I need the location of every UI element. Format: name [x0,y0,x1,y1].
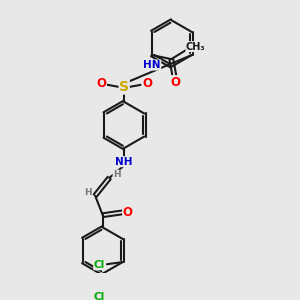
Text: H: H [113,170,121,179]
Text: O: O [142,77,152,91]
Text: H: H [85,188,92,197]
Text: O: O [96,77,106,91]
Text: NH: NH [116,157,133,167]
Text: S: S [119,80,129,94]
Text: O: O [123,206,133,219]
Text: HN: HN [143,60,161,70]
Text: CH₃: CH₃ [186,42,206,52]
Text: Cl: Cl [94,260,105,270]
Text: Cl: Cl [93,292,104,300]
Text: O: O [171,76,181,89]
